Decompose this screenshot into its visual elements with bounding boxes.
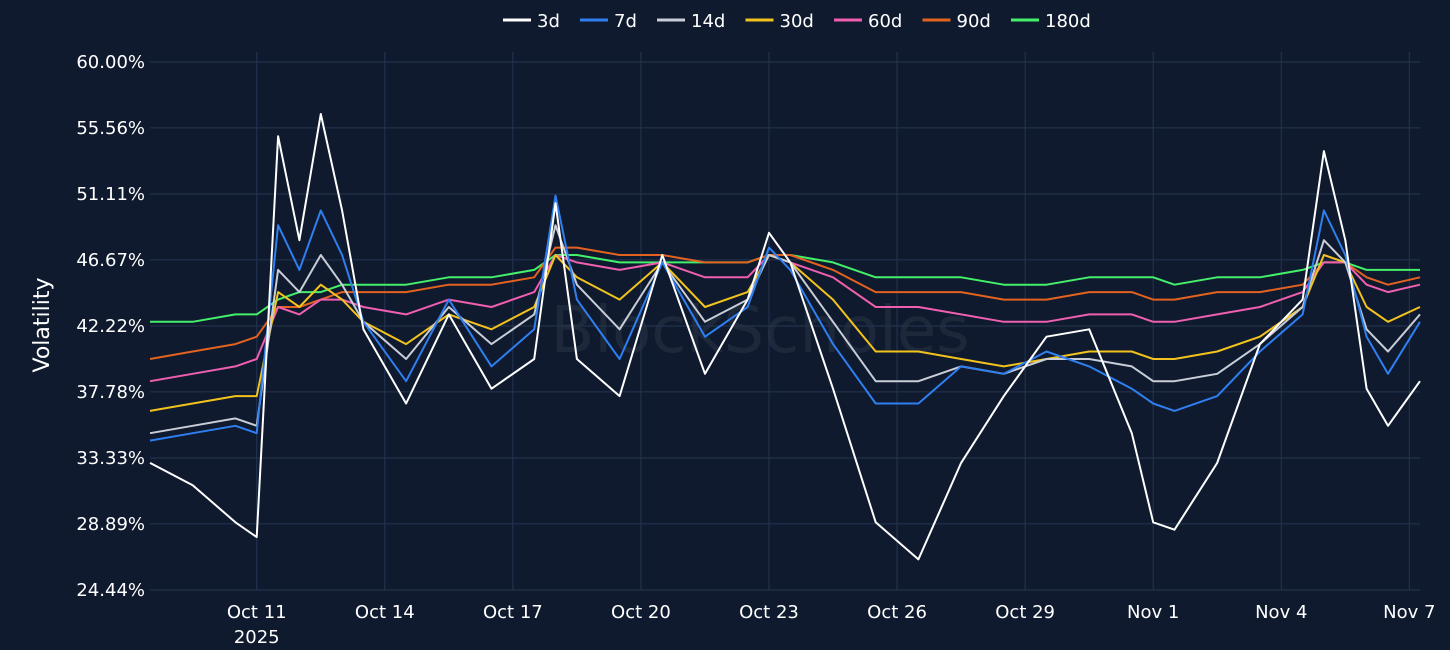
x-tick-label: Oct 17 xyxy=(483,602,543,623)
legend: 3d 7d 14d 30d 60d 90d 180d xyxy=(503,11,1091,32)
x-tick-label: Oct 23 xyxy=(739,602,799,623)
series-line-7d xyxy=(149,194,1421,442)
legend-item-30d[interactable]: 30d xyxy=(745,11,814,32)
legend-item-180d[interactable]: 180d xyxy=(1011,11,1091,32)
y-tick-label: 51.11% xyxy=(76,184,145,205)
legend-label: 14d xyxy=(691,11,725,32)
legend-label: 60d xyxy=(868,11,902,32)
x-tick-label: Oct 26 xyxy=(867,602,927,623)
series-lines xyxy=(149,113,1421,561)
x-axis: Oct 11 Oct 14 Oct 17 Oct 20 Oct 23 Oct 26 Oct … xyxy=(227,602,1436,648)
x-tick-label: Nov 4 xyxy=(1255,602,1307,623)
legend-label: 90d xyxy=(957,11,991,32)
x-tick-label: Oct 14 xyxy=(355,602,415,623)
series-line-3d xyxy=(149,113,1421,561)
legend-label: 180d xyxy=(1045,11,1091,32)
legend-label: 3d xyxy=(537,11,560,32)
x-tick-label: Nov 1 xyxy=(1127,602,1179,623)
watermark: BlockScholes xyxy=(550,294,969,368)
legend-label: 30d xyxy=(780,11,814,32)
legend-item-7d[interactable]: 7d xyxy=(580,11,637,32)
y-axis-title: Volatility xyxy=(30,277,55,372)
y-tick-label: 37.78% xyxy=(76,382,145,403)
y-tick-label: 42.22% xyxy=(76,316,145,337)
legend-item-60d[interactable]: 60d xyxy=(834,11,902,32)
y-axis: 24.44% 28.89% 33.33% 37.78% 42.22% 46.67% 51.1… xyxy=(76,52,145,601)
x-tick-label: Oct 11 xyxy=(227,602,287,623)
y-tick-label: 24.44% xyxy=(76,580,145,601)
legend-item-14d[interactable]: 14d xyxy=(657,11,725,32)
y-tick-label: 28.89% xyxy=(76,514,145,535)
series-line-14d xyxy=(149,224,1421,435)
legend-item-90d[interactable]: 90d xyxy=(922,11,991,32)
y-tick-label: 33.33% xyxy=(76,448,145,469)
y-tick-label: 46.67% xyxy=(76,250,145,271)
x-tick-label: Nov 7 xyxy=(1383,602,1435,623)
legend-label: 7d xyxy=(614,11,637,32)
y-tick-label: 60.00% xyxy=(76,52,145,73)
x-year-label: 2025 xyxy=(234,627,280,648)
y-tick-label: 55.56% xyxy=(76,118,145,139)
x-tick-label: Oct 20 xyxy=(611,602,671,623)
legend-item-3d[interactable]: 3d xyxy=(503,11,560,32)
x-tick-label: Oct 29 xyxy=(995,602,1055,623)
